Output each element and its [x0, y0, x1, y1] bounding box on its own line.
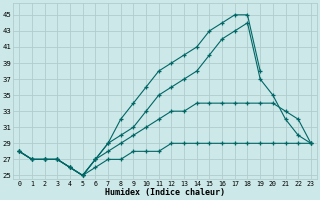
X-axis label: Humidex (Indice chaleur): Humidex (Indice chaleur): [105, 188, 225, 197]
